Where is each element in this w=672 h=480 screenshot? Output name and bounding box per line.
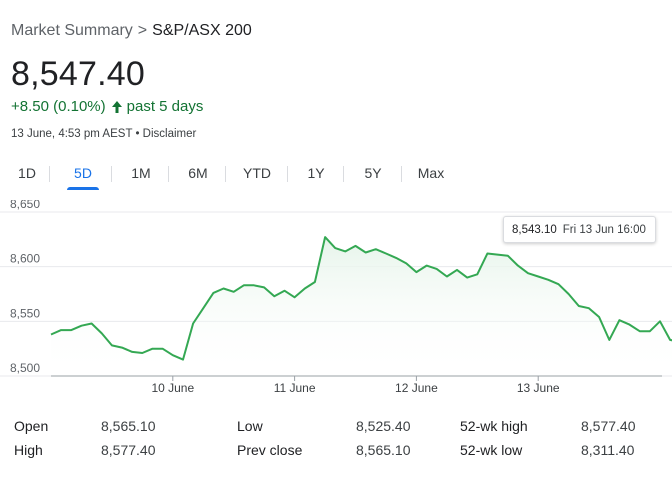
x-tick-label: 13 June — [517, 381, 560, 395]
tab-divider — [225, 166, 226, 182]
tab-max[interactable]: Max — [417, 165, 445, 181]
tab-divider — [49, 166, 50, 182]
y-tick-label: 8,550 — [10, 306, 40, 320]
tab-1m[interactable]: 1M — [131, 165, 151, 181]
stats-row: High 8,577.40 Prev close 8,565.10 52-wk … — [0, 442, 672, 462]
stats-row: Open 8,565.10 Low 8,525.40 52-wk high 8,… — [0, 418, 672, 438]
tab-divider — [401, 166, 402, 182]
tab-5y[interactable]: 5Y — [364, 165, 382, 181]
chart-tooltip: 8,543.10 Fri 13 Jun 16:00 — [503, 216, 656, 243]
stat-label-open: Open — [14, 418, 49, 434]
stat-label-high: High — [14, 442, 43, 458]
y-tick-label: 8,650 — [10, 200, 40, 211]
tab-5d[interactable]: 5D — [67, 158, 99, 190]
x-tick-label: 10 June — [151, 381, 194, 395]
stat-label-52wk-high: 52-wk high — [460, 418, 528, 434]
tab-6m[interactable]: 6M — [188, 165, 208, 181]
current-price: 8,547.40 — [11, 55, 145, 93]
tab-divider — [168, 166, 169, 182]
stat-label-52wk-low: 52-wk low — [460, 442, 523, 458]
stat-value-52wk-low: 8,311.40 — [581, 442, 635, 458]
price-change: +8.50 (0.10%) past 5 days — [11, 98, 203, 115]
series-line — [50, 236, 672, 361]
stat-value-52wk-high: 8,577.40 — [581, 418, 636, 434]
breadcrumb-separator: > — [137, 22, 148, 39]
stat-value-prev-close: 8,565.10 — [356, 442, 411, 458]
tooltip-datetime: Fri 13 Jun 16:00 — [562, 224, 646, 236]
stat-value-open: 8,565.10 — [101, 418, 156, 434]
tooltip-value: 8,543.10 — [512, 224, 557, 236]
stat-label-prev-close: Prev close — [237, 442, 303, 458]
tab-divider — [287, 166, 288, 182]
timestamp-disclaimer[interactable]: 13 June, 4:53 pm AEST • Disclaimer — [11, 128, 197, 140]
y-tick-label: 8,600 — [10, 252, 40, 266]
active-tab-indicator — [67, 187, 99, 190]
x-tick-label: 11 June — [274, 381, 316, 395]
change-period: past 5 days — [126, 98, 204, 115]
price-chart[interactable]: 8,650 8,600 8,550 8,500 10 June 11 June 12 Jun… — [0, 200, 672, 400]
x-tick-label: 12 June — [395, 381, 438, 395]
arrow-up-icon — [111, 100, 122, 113]
stat-label-low: Low — [237, 418, 263, 434]
series-area — [51, 237, 672, 376]
tab-divider — [111, 166, 112, 182]
tab-ytd[interactable]: YTD — [243, 165, 271, 181]
breadcrumb-current: S&P/ASX 200 — [152, 22, 252, 39]
breadcrumb: Market Summary > S&P/ASX 200 — [11, 22, 252, 40]
breadcrumb-parent-link[interactable]: Market Summary — [11, 22, 133, 39]
change-value: +8.50 (0.10%) — [11, 98, 106, 115]
range-tabs: 1D 5D 1M 6M YTD 1Y 5Y Max — [0, 158, 672, 190]
stat-value-low: 8,525.40 — [356, 418, 411, 434]
tab-divider — [343, 166, 344, 182]
price-chart-svg: 8,650 8,600 8,550 8,500 10 June 11 June 12 Jun… — [0, 200, 672, 395]
tab-1y[interactable]: 1Y — [307, 165, 325, 181]
stat-value-high: 8,577.40 — [101, 442, 156, 458]
y-tick-label: 8,500 — [10, 361, 40, 375]
tab-1d[interactable]: 1D — [18, 165, 36, 181]
